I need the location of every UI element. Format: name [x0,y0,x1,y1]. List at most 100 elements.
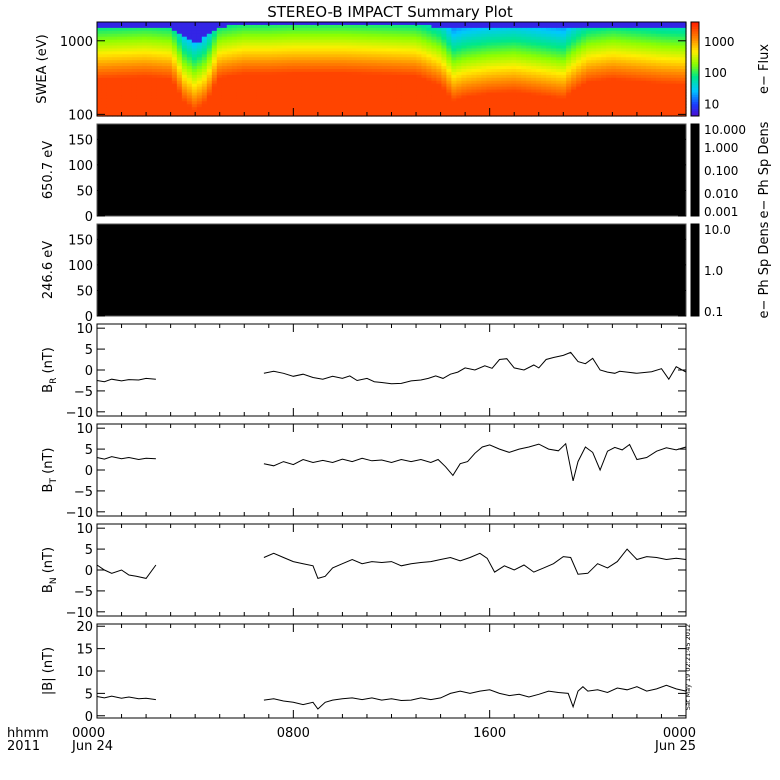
spectrogram-cell [646,86,652,91]
spectrogram-cell [256,101,263,105]
spectrogram-cell [341,95,348,99]
spectrogram-cell [206,89,213,94]
spectrogram-cell [541,51,547,55]
spectrogram-cell [636,80,642,85]
spectrogram-cell [431,74,438,79]
spectrogram-cell [476,39,482,44]
spectrogram-cell [276,51,283,55]
spectrogram-cell [286,113,293,117]
spectrogram-cell [471,22,477,26]
spectrogram-cell [321,54,328,58]
spectrogram-cell [531,30,537,35]
spectrogram-cell [411,51,418,55]
spectrogram-cell [236,54,243,58]
spectrogram-cell [476,24,482,29]
spectrogram-cell [566,33,572,38]
spectrogram-cell [221,98,228,102]
spectrogram-cell [546,27,552,32]
spectrogram-cell [601,95,607,99]
spectrogram-cell [276,27,283,32]
spectrogram-cell [501,113,507,117]
spectrogram-cell [556,63,562,67]
spectrogram-cell [396,80,403,85]
spectrogram-cell [361,80,368,85]
spectrogram-cell [106,110,113,114]
spectrogram-cell [171,113,178,117]
spectrogram-cell [676,107,682,111]
spectrogram-cell [116,74,123,79]
spectrogram-cell [461,107,467,111]
spectrogram-cell [646,36,652,41]
spectrogram-cell [281,74,288,79]
spectrogram-cell [251,74,258,79]
spectrogram-cell [341,92,348,97]
spectrogram-cell [106,74,113,79]
spectrogram-cell [211,42,218,47]
spectrogram-cell [236,71,243,76]
spectrogram-cell [231,92,238,97]
spectrogram-cell [336,69,343,73]
spectrogram-cell [346,36,353,41]
spectrogram-cell [101,98,108,102]
spectrogram-cell [341,113,348,117]
spectrogram-cell [601,42,607,47]
spectrogram-cell [121,104,128,108]
spectrogram-cell [591,60,597,64]
spectrogram-cell [476,69,482,73]
spectrogram-cell [536,60,542,64]
spectrogram-cell [551,92,557,97]
spectrogram-cell [421,101,428,105]
spectrogram-cell [376,36,383,41]
spectrogram-cell [306,74,313,79]
spectrogram-cell [576,89,582,94]
spectrogram-cell [526,42,532,47]
spectrogram-cell [496,69,502,73]
spectrogram-cell [181,98,188,102]
spectrogram-cell [316,74,323,79]
spectrogram-cell [371,74,378,79]
spectrogram-cell [581,27,587,32]
spectrogram-cell [631,27,637,32]
spectrogram-cell [251,48,258,52]
spectrogram-cell [266,39,273,44]
spectrogram-cell [496,77,502,82]
spectrogram-cell [626,48,632,52]
spectrogram-cell [256,48,263,52]
spectrogram-cell [131,86,138,91]
spectrogram-cell [511,54,517,58]
spectrogram-cell [301,71,308,76]
spectrogram-cell [396,45,403,50]
spectrogram-cell [566,80,572,85]
spectrogram-cell [331,77,338,82]
spectrogram-cell [296,54,303,58]
spectrogram-cell [476,42,482,47]
spectrogram-cell [141,113,148,117]
colorbar-swatch [691,54,699,58]
spectrogram-cell [601,77,607,82]
spectrogram-cell [616,101,622,105]
colorbar-swatch [691,85,699,89]
spectrogram-cell [651,104,657,108]
spectrogram-cell [506,92,512,97]
spectrogram-cell [676,57,682,61]
spectrogram-cell [306,86,313,91]
spectrogram-cell [526,36,532,41]
spectrogram-cell [191,83,198,88]
spectrogram-cell [401,60,408,64]
spectrogram-cell [591,98,597,102]
spectrogram-cell [281,71,288,76]
spectrogram-cell [196,98,203,102]
spectrogram-cell [251,66,258,70]
spectrogram-cell [366,66,373,70]
spectrogram-cell [311,39,318,44]
spectrogram-cell [221,110,228,114]
spectrogram-cell [646,113,652,117]
spectrogram-cell [351,80,358,85]
spectrogram-cell [106,92,113,97]
spectrogram-cell [271,45,278,50]
spectrogram-cell [621,95,627,99]
spectrogram-cell [256,36,263,41]
spectrogram-cell [241,74,248,79]
spectrogram-cell [326,104,333,108]
